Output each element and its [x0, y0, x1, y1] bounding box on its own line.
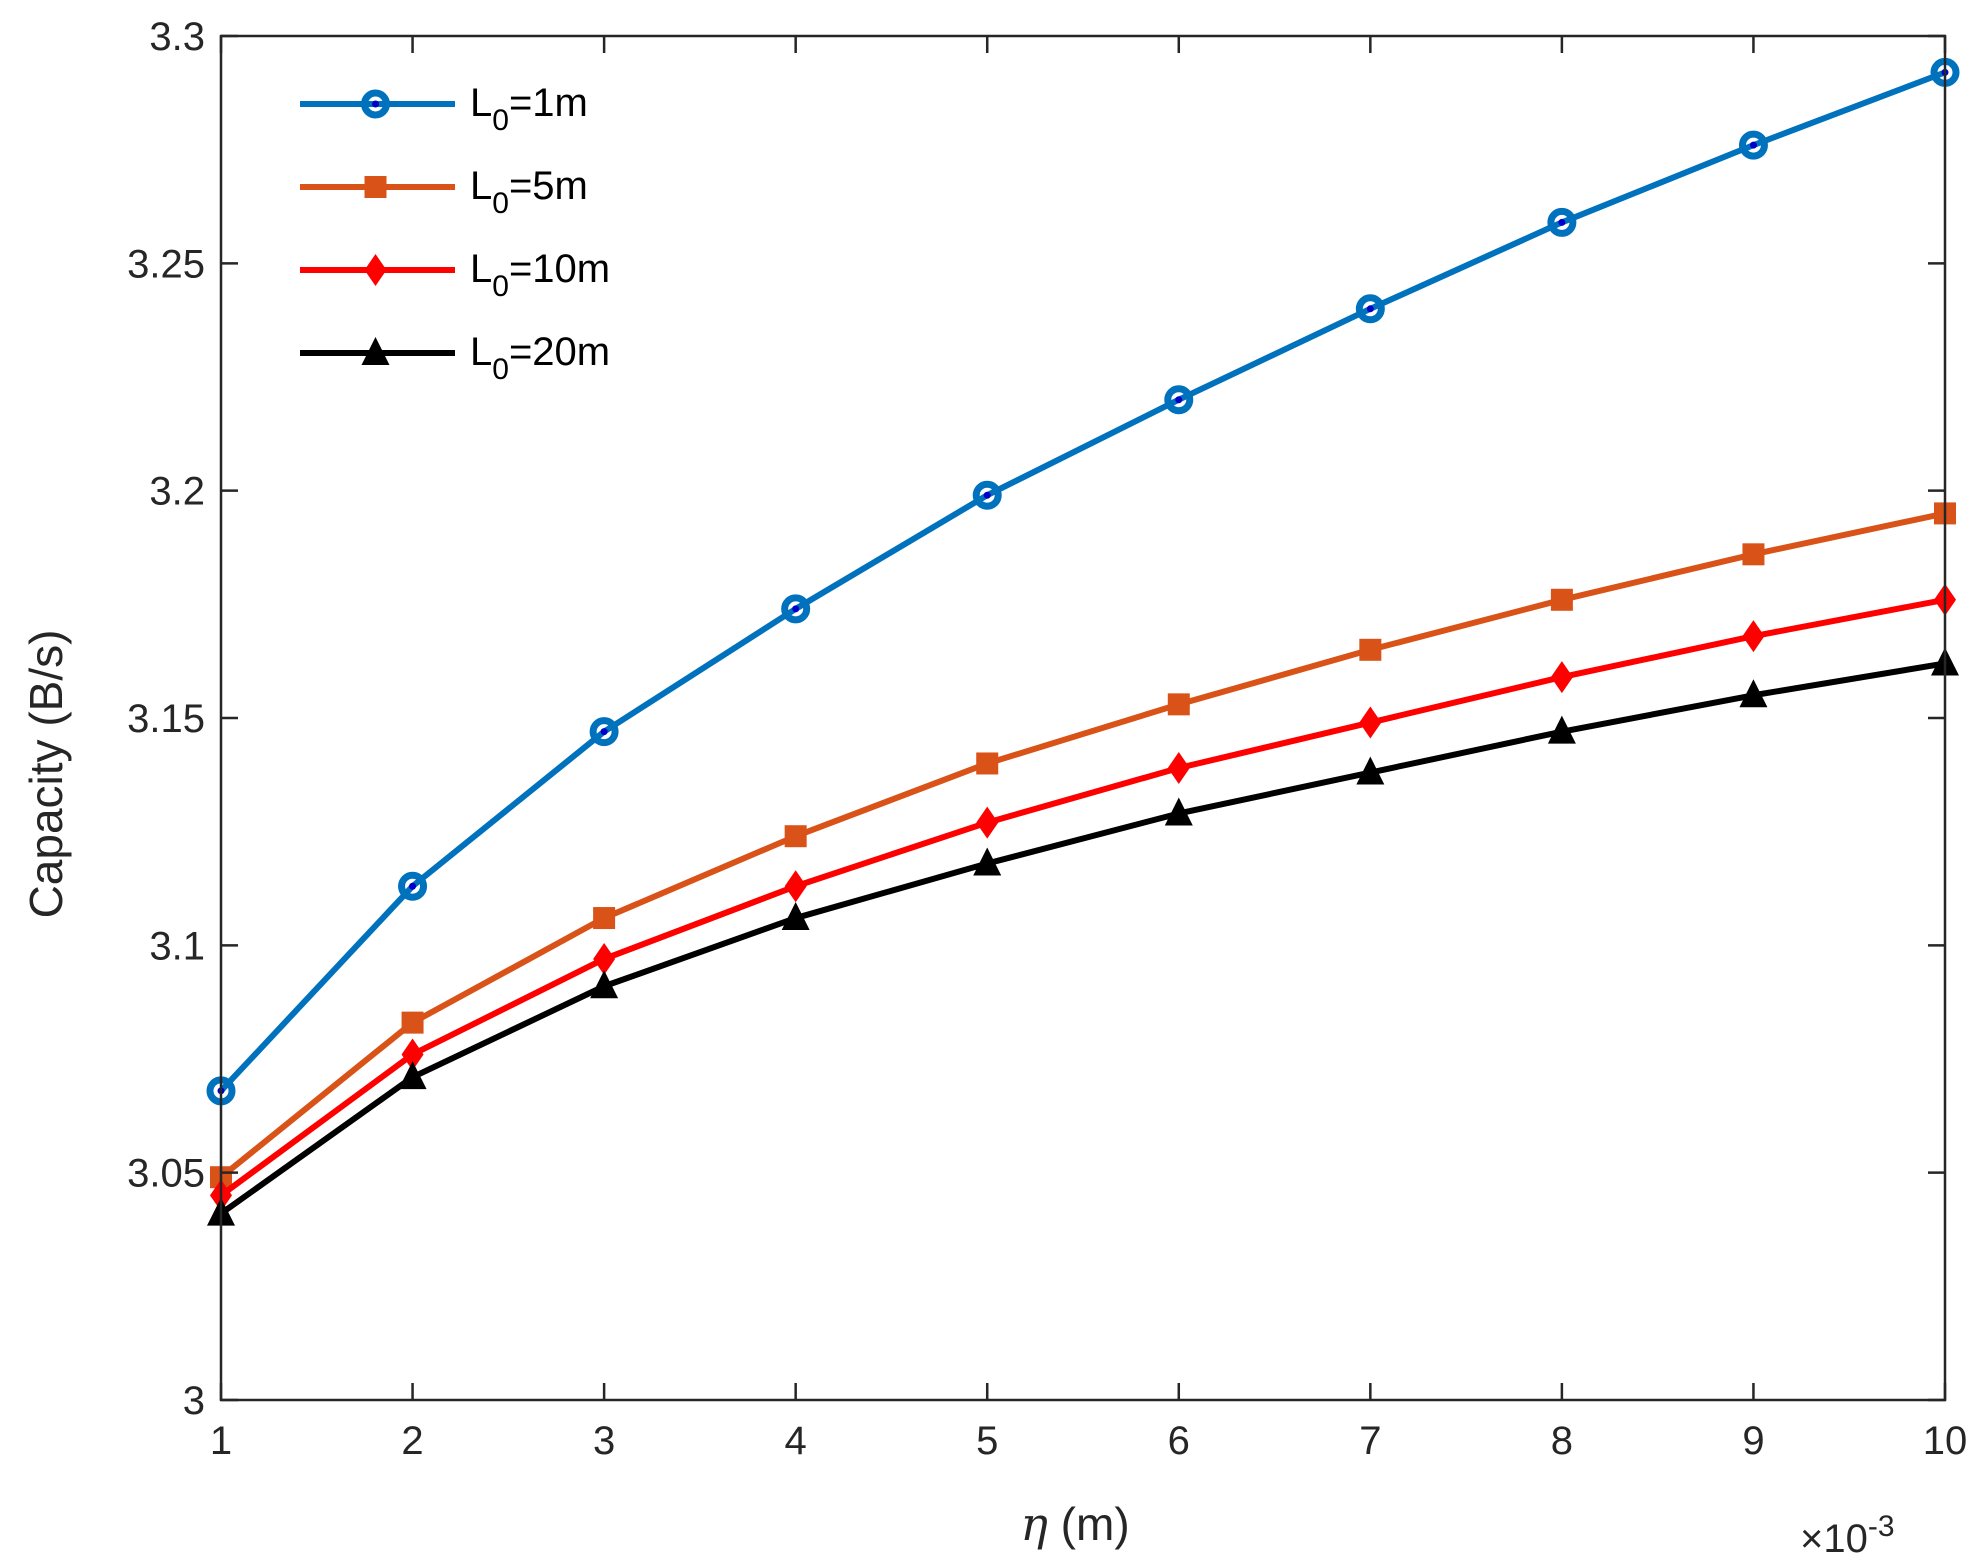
data-point-square	[1550, 588, 1573, 611]
data-point-square	[593, 907, 616, 930]
data-point-circle	[972, 480, 1002, 510]
x-tick-label: 5	[976, 1419, 998, 1463]
legend-label: L0=20m	[470, 330, 610, 386]
data-point-square	[401, 1011, 424, 1034]
legend-label: L0=10m	[470, 247, 610, 303]
data-point-diamond	[1742, 620, 1765, 653]
y-tick-label: 3	[183, 1379, 205, 1423]
data-point-circle-center	[1366, 305, 1374, 313]
legend-entry: L0=1m	[300, 81, 588, 137]
data-point-triangle	[398, 1061, 427, 1090]
data-point-square	[1167, 693, 1190, 716]
data-point-circle	[1738, 130, 1768, 160]
series-1	[210, 502, 1956, 1189]
x-tick-label: 6	[1168, 1419, 1190, 1463]
series-line	[219, 510, 1946, 1180]
data-point-circle	[589, 717, 619, 747]
data-point-circle	[1547, 207, 1577, 237]
series-line	[218, 69, 1947, 1093]
x-multiplier-exp: -3	[1868, 1510, 1895, 1543]
x-tick-label: 7	[1359, 1419, 1381, 1463]
y-tick-label: 3.25	[127, 242, 205, 286]
data-point-triangle	[1164, 797, 1193, 826]
x-axis-label: η (m)	[1020, 1497, 1129, 1551]
x-multiplier-base: ×10	[1800, 1517, 1868, 1561]
x-tick-label: 9	[1742, 1419, 1764, 1463]
data-point-square	[784, 825, 807, 848]
y-tick-label: 3.15	[127, 697, 205, 741]
data-point-diamond	[401, 1038, 424, 1071]
data-point-circle-center	[983, 491, 991, 499]
legend-label: L0=1m	[470, 81, 588, 137]
y-tick-label: 3.3	[149, 15, 205, 59]
series-line	[219, 596, 1946, 1198]
data-point-triangle	[1739, 679, 1768, 708]
x-axis-unit: (m)	[1048, 1498, 1130, 1550]
data-point-circle	[1355, 294, 1385, 324]
data-point-circle-center	[600, 728, 608, 736]
data-point-circle-center	[409, 882, 417, 890]
plot-frame	[219, 34, 1947, 1402]
data-point-diamond	[1550, 661, 1573, 694]
data-point-circle-center	[1749, 141, 1757, 149]
data-point-triangle	[1547, 715, 1576, 744]
data-point-triangle	[590, 970, 619, 999]
data-point-diamond	[784, 870, 807, 903]
legend-marker	[364, 254, 387, 286]
y-tick-label: 3.1	[149, 924, 205, 968]
x-axis-symbol: η	[1020, 1497, 1048, 1551]
y-tick-label: 3.2	[149, 470, 205, 514]
legend-marker	[361, 337, 390, 365]
data-point-circle-center	[1558, 218, 1566, 226]
data-point-circle	[398, 871, 428, 901]
data-point-circle	[781, 594, 811, 624]
x-tick-label: 2	[401, 1419, 423, 1463]
data-point-triangle	[781, 902, 810, 931]
data-point-triangle	[1356, 756, 1385, 785]
data-point-diamond	[976, 806, 999, 839]
axis-labels: η (m) Capacity (B/s) ×10-3	[20, 630, 1895, 1561]
data-point-circle-center	[1175, 396, 1183, 404]
x-tick-label: 3	[593, 1419, 615, 1463]
x-multiplier-label: ×10-3	[1800, 1510, 1895, 1561]
data-point-square	[976, 752, 999, 775]
x-tick-label: 8	[1551, 1419, 1573, 1463]
data-point-diamond	[1359, 706, 1382, 739]
legend: L0=1m L0=5m L0=10m L0=20m	[300, 81, 610, 386]
data-point-diamond	[1167, 752, 1190, 785]
axes: 1 2 3 4 5 6 7 8 9 10 3 3.05 3.1 3.15 3.2 3.25 3.3	[127, 15, 1967, 1463]
legend-label: L0=5m	[470, 164, 588, 220]
x-tick-label: 4	[785, 1419, 807, 1463]
legend-marker	[361, 89, 390, 119]
x-tick-label: 1	[210, 1419, 232, 1463]
x-tick-label: 10	[1923, 1419, 1968, 1463]
data-point-triangle	[973, 847, 1002, 876]
series-line	[219, 660, 1946, 1217]
y-tick-label: 3.05	[127, 1152, 205, 1196]
legend-marker	[364, 176, 387, 198]
legend-entry: L0=5m	[300, 164, 588, 220]
plot-area	[206, 57, 1960, 1226]
legend-entry: L0=10m	[300, 247, 610, 303]
legend-entry: L0=20m	[300, 330, 610, 386]
series-2	[210, 583, 1956, 1212]
data-point-circle-center	[792, 605, 800, 613]
y-axis-label: Capacity (B/s)	[20, 630, 72, 919]
data-point-square	[1359, 638, 1382, 661]
series-0	[206, 57, 1960, 1106]
legend-marker-center	[372, 100, 379, 108]
data-point-square	[1742, 543, 1765, 566]
data-point-circle	[1164, 385, 1194, 415]
data-point-diamond	[593, 942, 616, 975]
